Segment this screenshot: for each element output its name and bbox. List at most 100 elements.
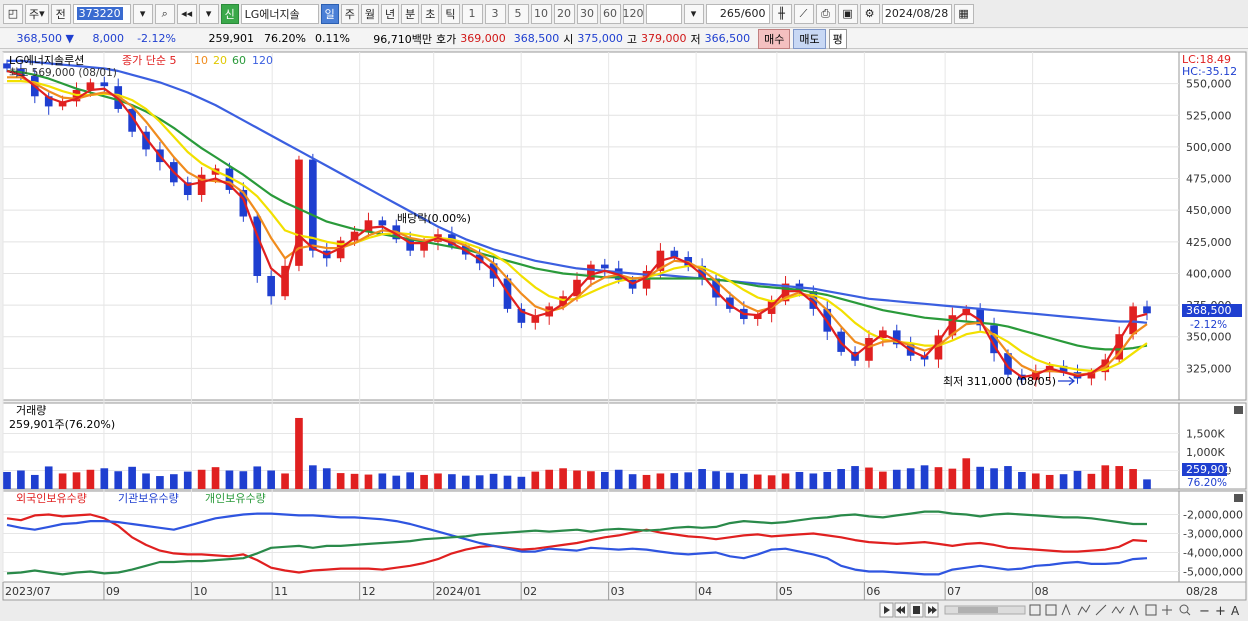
stock-name: LG에너지솔 bbox=[240, 3, 319, 24]
date-tick-label: 2024/01 bbox=[436, 585, 482, 598]
date-input[interactable]: 2024/08/28 bbox=[881, 3, 952, 24]
interval-10[interactable]: 10 bbox=[530, 3, 552, 24]
period-minute[interactable]: 분 bbox=[401, 3, 420, 24]
volume-bar bbox=[86, 469, 95, 489]
volume-bar bbox=[322, 468, 331, 489]
crosshair-icon[interactable] bbox=[1162, 605, 1172, 615]
layout-icon[interactable]: ◰ bbox=[3, 3, 23, 24]
volume-bar bbox=[642, 474, 651, 489]
candle-body bbox=[1143, 306, 1151, 314]
square-icon[interactable] bbox=[1145, 604, 1157, 616]
trend-icon[interactable] bbox=[1061, 603, 1071, 616]
interval-3[interactable]: 3 bbox=[484, 3, 506, 24]
current-price-tag bbox=[1182, 304, 1242, 317]
peak-icon[interactable] bbox=[1129, 604, 1139, 616]
interval-5[interactable]: 5 bbox=[507, 3, 529, 24]
volume-bar bbox=[865, 467, 873, 489]
bottom-bar bbox=[0, 601, 1248, 621]
toolbar: ◰ 주 ▾ 전 373220 ▾ ⌕ ◂◂ ▾ 신 LG에너지솔 일 주 월 년 … bbox=[0, 0, 1248, 28]
period-day[interactable]: 일 bbox=[320, 3, 339, 24]
search-icon[interactable]: ⌕ bbox=[154, 3, 175, 24]
volume-bar bbox=[3, 471, 11, 489]
holdings-marks bbox=[6, 510, 1148, 576]
volume-bar bbox=[517, 476, 526, 489]
date-tick-label: 08 bbox=[1035, 585, 1049, 598]
interval-dropdown-icon[interactable]: ▾ bbox=[683, 3, 704, 24]
buy-button[interactable]: 매수 bbox=[758, 28, 791, 49]
sell-button[interactable]: 매도 bbox=[793, 28, 826, 49]
volume-bar bbox=[573, 470, 581, 489]
window-icon[interactable] bbox=[1045, 604, 1057, 616]
candle-body bbox=[406, 239, 414, 251]
volume-bar bbox=[434, 473, 442, 489]
zoom-in-button[interactable]: + bbox=[1215, 604, 1226, 619]
price-panel[interactable] bbox=[2, 51, 1180, 401]
magnify-icon[interactable] bbox=[1179, 604, 1189, 614]
interval-1[interactable]: 1 bbox=[461, 3, 483, 24]
volume-bar bbox=[309, 465, 317, 489]
eval-button[interactable]: 평 bbox=[828, 28, 847, 49]
interval-20[interactable]: 20 bbox=[553, 3, 575, 24]
code-dropdown-icon[interactable]: ▾ bbox=[132, 3, 153, 24]
drawing-tool-icon[interactable]: ⟋ bbox=[793, 3, 814, 24]
holdings-close-icon[interactable] bbox=[1234, 494, 1243, 502]
period-year[interactable]: 년 bbox=[381, 3, 400, 24]
diagonal-icon[interactable] bbox=[1095, 604, 1107, 616]
scroll-controls[interactable] bbox=[879, 602, 1026, 618]
period-week[interactable]: 주 bbox=[340, 3, 359, 24]
save-icon[interactable]: ▣ bbox=[837, 3, 858, 24]
volume-bar bbox=[1073, 470, 1082, 489]
dropdown-icon[interactable]: ▾ bbox=[198, 3, 219, 24]
wave-icon[interactable] bbox=[1111, 606, 1125, 614]
volume-bar bbox=[614, 469, 623, 489]
candle-body bbox=[517, 308, 526, 323]
period-select[interactable]: 주 ▾ bbox=[25, 3, 49, 24]
interval-30[interactable]: 30 bbox=[576, 3, 598, 24]
line-icon[interactable] bbox=[1077, 604, 1091, 616]
print-icon[interactable]: ⎙ bbox=[815, 3, 836, 24]
candle-body bbox=[142, 131, 150, 150]
volume-bar bbox=[976, 466, 984, 489]
axis-labels: 325,000350,000375,000400,000425,000450,0… bbox=[5, 78, 1243, 598]
low-price: 366,500 bbox=[704, 32, 751, 45]
prev-button[interactable]: 전 bbox=[50, 3, 71, 24]
interval-120[interactable]: 120 bbox=[622, 3, 644, 24]
volume-bar bbox=[1004, 466, 1012, 489]
new-badge[interactable]: 신 bbox=[220, 3, 239, 24]
gear-icon[interactable]: ⚙ bbox=[859, 3, 880, 24]
volume-tick-label: 1,000K bbox=[1186, 446, 1225, 459]
rewind-icon bbox=[896, 606, 905, 614]
period-tick[interactable]: 틱 bbox=[441, 3, 460, 24]
period-month[interactable]: 월 bbox=[360, 3, 380, 24]
chart-canvas[interactable]: 325,000350,000375,000400,000425,000450,0… bbox=[0, 50, 1248, 621]
price-axis bbox=[1178, 51, 1247, 401]
trade-amount: 96,710백만 bbox=[373, 32, 432, 46]
high-price: 379,000 bbox=[641, 32, 687, 45]
volume-close-icon[interactable] bbox=[1234, 406, 1243, 414]
sound-icon[interactable]: ◂◂ bbox=[176, 3, 197, 24]
candle-body bbox=[587, 264, 595, 280]
auto-scale-button[interactable]: A bbox=[1231, 604, 1240, 618]
open-price: 375,000 bbox=[577, 32, 623, 45]
volume-bar bbox=[336, 473, 345, 489]
volume-bar bbox=[1143, 479, 1151, 489]
copy-icon[interactable] bbox=[1029, 604, 1041, 616]
interval-60[interactable]: 60 bbox=[599, 3, 621, 24]
volume-bar bbox=[114, 471, 123, 489]
period-second[interactable]: 초 bbox=[421, 3, 440, 24]
zoom-out-button[interactable]: − bbox=[1199, 604, 1210, 619]
candle-body bbox=[225, 168, 234, 190]
code-input[interactable]: 373220 bbox=[72, 3, 131, 24]
interval-input[interactable] bbox=[645, 3, 682, 24]
count-input[interactable]: 265/600 bbox=[705, 3, 770, 24]
calendar-icon[interactable]: ▦ bbox=[953, 3, 974, 24]
volume-subtitle: 259,901주(76.20%) bbox=[9, 418, 115, 431]
scroll-thumb[interactable] bbox=[958, 607, 998, 613]
date-tick-label: 07 bbox=[947, 585, 961, 598]
candle-type-icon[interactable]: ╫ bbox=[771, 3, 792, 24]
volume-bar bbox=[489, 473, 498, 489]
volume-ratio: 76.20% bbox=[264, 32, 306, 45]
volume-bar bbox=[1059, 474, 1068, 489]
candle-body bbox=[1115, 334, 1124, 360]
candle-body bbox=[197, 174, 206, 195]
